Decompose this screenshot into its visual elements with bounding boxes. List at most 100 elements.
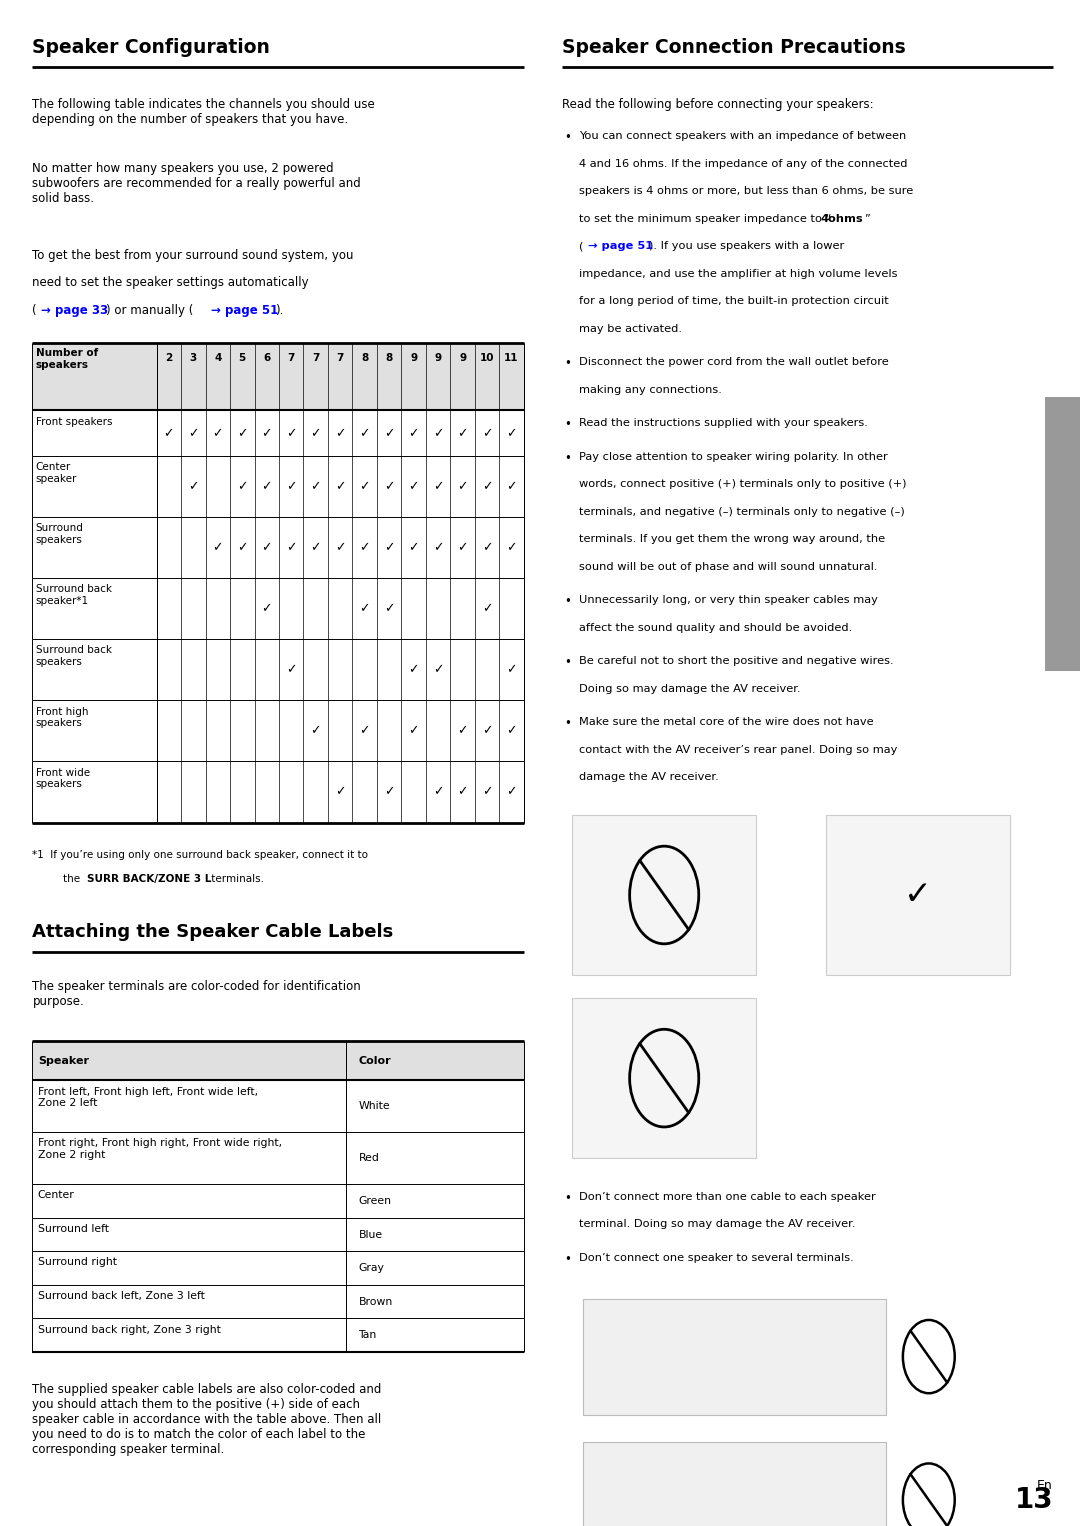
Text: The following table indicates the channels you should use
depending on the numbe: The following table indicates the channe… bbox=[32, 98, 375, 125]
Text: Read the instructions supplied with your speakers.: Read the instructions supplied with your… bbox=[579, 418, 867, 429]
Text: Front high
speakers: Front high speakers bbox=[36, 707, 89, 728]
Text: → page 51: → page 51 bbox=[588, 241, 652, 252]
Text: → page 33: → page 33 bbox=[41, 304, 108, 317]
Text: +: + bbox=[448, 1523, 459, 1526]
Text: ✓: ✓ bbox=[507, 481, 517, 493]
Text: ✓: ✓ bbox=[433, 427, 444, 439]
Text: ✓: ✓ bbox=[383, 481, 394, 493]
FancyBboxPatch shape bbox=[583, 1299, 886, 1415]
Text: ✓: ✓ bbox=[213, 542, 224, 554]
Text: ✓: ✓ bbox=[237, 481, 247, 493]
Text: Make sure the metal core of the wire does not have: Make sure the metal core of the wire doe… bbox=[579, 717, 874, 728]
Text: ✓: ✓ bbox=[482, 603, 492, 615]
Text: ✓: ✓ bbox=[482, 542, 492, 554]
Text: 4: 4 bbox=[214, 353, 221, 363]
Text: Speaker: Speaker bbox=[38, 1056, 89, 1065]
Text: Color: Color bbox=[359, 1056, 391, 1065]
Text: Center: Center bbox=[38, 1190, 75, 1201]
Text: ✓: ✓ bbox=[482, 427, 492, 439]
Text: Red: Red bbox=[359, 1154, 379, 1163]
Text: ✓: ✓ bbox=[163, 427, 174, 439]
Text: 8: 8 bbox=[361, 353, 368, 363]
Text: White: White bbox=[359, 1102, 390, 1111]
Text: ✓: ✓ bbox=[286, 664, 297, 676]
Text: ✓: ✓ bbox=[904, 879, 932, 911]
Text: ✓: ✓ bbox=[286, 481, 297, 493]
FancyBboxPatch shape bbox=[583, 1442, 886, 1526]
Text: affect the sound quality and should be avoided.: affect the sound quality and should be a… bbox=[579, 623, 852, 633]
Text: ✓: ✓ bbox=[335, 786, 346, 798]
Text: terminal. Doing so may damage the AV receiver.: terminal. Doing so may damage the AV rec… bbox=[579, 1219, 855, 1230]
Text: ✓: ✓ bbox=[383, 786, 394, 798]
Text: Green: Green bbox=[359, 1196, 392, 1206]
Text: •: • bbox=[564, 1253, 570, 1267]
Text: •: • bbox=[564, 717, 570, 731]
Text: ✓: ✓ bbox=[360, 603, 370, 615]
Text: Don’t connect one speaker to several terminals.: Don’t connect one speaker to several ter… bbox=[579, 1253, 853, 1264]
Text: Surround back
speakers: Surround back speakers bbox=[36, 645, 111, 667]
Text: ✓: ✓ bbox=[408, 542, 419, 554]
Text: ✓: ✓ bbox=[188, 481, 199, 493]
Text: damage the AV receiver.: damage the AV receiver. bbox=[579, 772, 718, 783]
Text: for a long period of time, the built-in protection circuit: for a long period of time, the built-in … bbox=[579, 296, 889, 307]
Text: ✓: ✓ bbox=[261, 481, 272, 493]
Text: ✓: ✓ bbox=[482, 786, 492, 798]
FancyBboxPatch shape bbox=[572, 998, 756, 1158]
Text: 13: 13 bbox=[1014, 1486, 1053, 1514]
Text: 7: 7 bbox=[287, 353, 295, 363]
FancyBboxPatch shape bbox=[572, 815, 756, 975]
Text: (: ( bbox=[32, 304, 37, 317]
Text: ✓: ✓ bbox=[457, 542, 468, 554]
Text: ✓: ✓ bbox=[408, 664, 419, 676]
Text: 9: 9 bbox=[410, 353, 417, 363]
Text: Doing so may damage the AV receiver.: Doing so may damage the AV receiver. bbox=[579, 684, 800, 694]
Text: Number of
speakers: Number of speakers bbox=[36, 348, 98, 369]
Text: ✓: ✓ bbox=[261, 542, 272, 554]
Text: impedance, and use the amplifier at high volume levels: impedance, and use the amplifier at high… bbox=[579, 269, 897, 279]
Text: (: ( bbox=[579, 241, 583, 252]
Text: terminals.: terminals. bbox=[208, 874, 265, 885]
Text: ✓: ✓ bbox=[457, 786, 468, 798]
Bar bbox=[32, 1041, 524, 1080]
Text: ✓: ✓ bbox=[383, 542, 394, 554]
Text: Read the following before connecting your speakers:: Read the following before connecting you… bbox=[562, 98, 874, 111]
Text: •: • bbox=[564, 1192, 570, 1206]
Text: 3: 3 bbox=[190, 353, 197, 363]
Text: Gray: Gray bbox=[359, 1264, 384, 1273]
Text: sound will be out of phase and will sound unnatural.: sound will be out of phase and will soun… bbox=[579, 562, 877, 572]
Text: ) or manually (: ) or manually ( bbox=[106, 304, 193, 317]
Text: ✓: ✓ bbox=[433, 481, 444, 493]
Text: ✓: ✓ bbox=[310, 427, 321, 439]
Text: 4ohms: 4ohms bbox=[821, 214, 863, 224]
Text: ✓: ✓ bbox=[433, 664, 444, 676]
Text: ✓: ✓ bbox=[360, 725, 370, 737]
Text: ✓: ✓ bbox=[335, 481, 346, 493]
Text: Unnecessarily long, or very thin speaker cables may: Unnecessarily long, or very thin speaker… bbox=[579, 595, 878, 606]
Text: Attaching the Speaker Cable Labels: Attaching the Speaker Cable Labels bbox=[32, 923, 393, 942]
Text: ✓: ✓ bbox=[261, 427, 272, 439]
Text: Don’t connect more than one cable to each speaker: Don’t connect more than one cable to eac… bbox=[579, 1192, 876, 1202]
Text: 6: 6 bbox=[264, 353, 270, 363]
Text: •: • bbox=[564, 452, 570, 465]
Text: ✓: ✓ bbox=[188, 427, 199, 439]
Text: ✓: ✓ bbox=[360, 542, 370, 554]
Text: ✓: ✓ bbox=[507, 725, 517, 737]
Text: terminals, and negative (–) terminals only to negative (–): terminals, and negative (–) terminals on… bbox=[579, 507, 905, 517]
Text: ).: ). bbox=[275, 304, 284, 317]
Text: •: • bbox=[564, 595, 570, 609]
Text: Front left, Front high left, Front wide left,
Zone 2 left: Front left, Front high left, Front wide … bbox=[38, 1087, 258, 1108]
Text: words, connect positive (+) terminals only to positive (+): words, connect positive (+) terminals on… bbox=[579, 479, 906, 490]
Text: •: • bbox=[564, 656, 570, 670]
Text: need to set the speaker settings automatically: need to set the speaker settings automat… bbox=[32, 276, 309, 290]
Text: contact with the AV receiver’s rear panel. Doing so may: contact with the AV receiver’s rear pane… bbox=[579, 745, 897, 755]
Text: Surround right: Surround right bbox=[38, 1257, 117, 1268]
Text: Center
speaker: Center speaker bbox=[36, 462, 77, 484]
Text: ✓: ✓ bbox=[286, 427, 297, 439]
Text: speakers is 4 ohms or more, but less than 6 ohms, be sure: speakers is 4 ohms or more, but less tha… bbox=[579, 186, 913, 197]
Text: Surround left: Surround left bbox=[38, 1224, 109, 1235]
Text: En: En bbox=[1037, 1479, 1053, 1492]
Text: Surround
speakers: Surround speakers bbox=[36, 523, 83, 545]
Text: 10: 10 bbox=[480, 353, 495, 363]
Text: ✓: ✓ bbox=[335, 542, 346, 554]
Text: The speaker terminals are color-coded for identification
purpose.: The speaker terminals are color-coded fo… bbox=[32, 980, 361, 1007]
